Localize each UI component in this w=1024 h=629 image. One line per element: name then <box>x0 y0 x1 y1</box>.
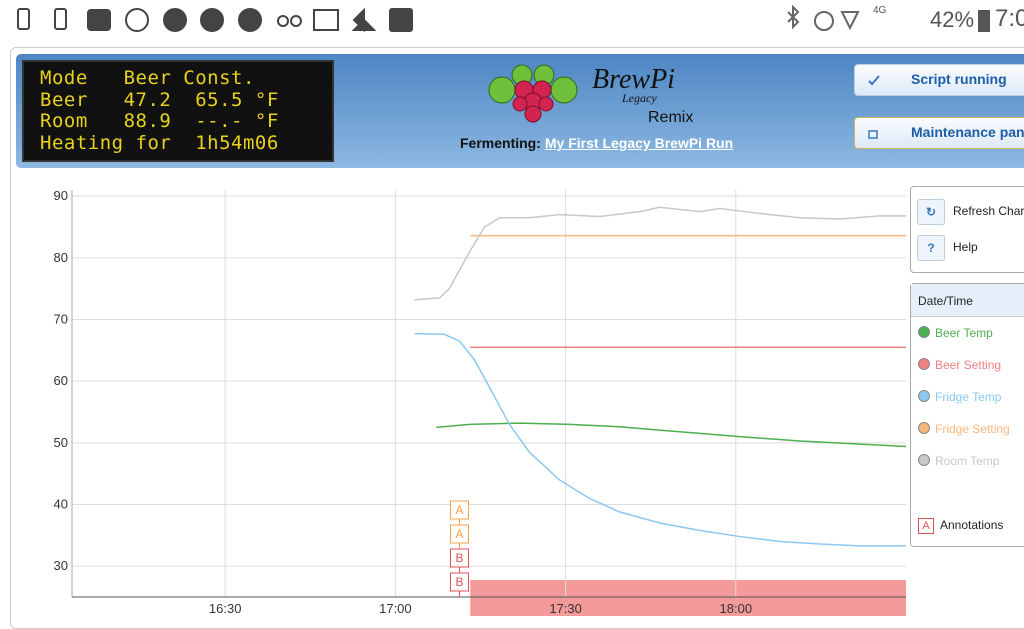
legend-swatch <box>918 390 930 402</box>
lcd-line: Mode Beer Const. <box>40 67 255 89</box>
annotation-label: B <box>455 575 463 589</box>
refresh-chart-button[interactable]: ↻ Refresh Chart <box>917 199 1024 225</box>
legend-entry[interactable]: Fridge Setting <box>918 422 1010 436</box>
legend-header <box>911 284 1024 317</box>
y-tick-label: 90 <box>54 188 68 203</box>
legend-entry[interactable]: Room Temp <box>918 454 999 468</box>
legend-entry[interactable]: Fridge Temp <box>918 390 1001 404</box>
notification-icons <box>17 7 413 33</box>
lcd-line: Room 88.9 --.- °F <box>40 110 279 132</box>
legend-entry[interactable]: Beer Temp <box>918 326 993 340</box>
script-status-button[interactable]: Script running <box>854 64 1024 96</box>
system-icons <box>787 4 860 31</box>
legend-header-label: Date/Time <box>918 294 973 308</box>
state-band <box>470 580 906 616</box>
y-tick-label: 60 <box>54 373 68 388</box>
fermenting-label: Fermenting: <box>460 135 541 151</box>
legend-label: Fridge Setting <box>935 422 1010 436</box>
series-line <box>414 332 906 547</box>
x-tick-label: 18:00 <box>720 601 753 616</box>
annotation-icon: A <box>918 518 934 534</box>
help-icon: ? <box>917 235 945 261</box>
annotation-box <box>449 500 469 520</box>
battery-icon <box>978 10 990 32</box>
x-tick-label: 17:00 <box>379 601 412 616</box>
legend-swatch <box>918 326 930 338</box>
legend-swatch <box>918 454 930 466</box>
legend-label: Room Temp <box>935 454 1000 468</box>
fermenting-info: Fermenting: My First Legacy BrewPi Run <box>460 135 733 151</box>
logo-subtitle: Legacy <box>621 91 657 105</box>
lcd-line: Heating for 1h54m06 <box>40 131 279 154</box>
y-tick-label: 80 <box>54 250 68 265</box>
window-icon <box>868 130 878 139</box>
series-line <box>414 206 906 301</box>
x-tick-label: 17:30 <box>549 601 582 616</box>
x-tick-label: 16:30 <box>209 601 242 616</box>
annotation-box <box>449 548 469 568</box>
button-label: Script running <box>911 71 1007 87</box>
annotations-toggle[interactable]: A Annotations <box>918 518 1003 534</box>
control-label: Help <box>953 240 978 255</box>
logo-edition: Remix <box>648 109 693 126</box>
annotation-label: A <box>455 527 463 541</box>
check-icon <box>868 75 880 86</box>
beer-name-link[interactable]: My First Legacy BrewPi Run <box>544 135 734 151</box>
help-button[interactable]: ? Help <box>917 235 978 261</box>
logo: BrewPi Legacy Remix <box>488 64 693 126</box>
status-bar: 4G 42% 7:0 <box>0 0 1024 42</box>
clock: 7:0 <box>995 5 1024 32</box>
legend-label: Fridge Temp <box>935 390 1002 404</box>
legend-entry[interactable]: Beer Setting <box>918 358 1001 372</box>
y-tick-label: 70 <box>54 312 68 327</box>
y-tick-label: 50 <box>54 435 68 450</box>
series-line <box>436 422 907 448</box>
annotation-label: A <box>455 503 463 517</box>
legend: Date/Time A Annotations Beer Temp Beer Set… <box>910 283 1024 547</box>
battery-level: 42% <box>930 7 975 32</box>
lcd-display: Mode Beer Const. Beer 47.2 65.5 °F Room … <box>22 60 334 162</box>
refresh-icon: ↻ <box>917 199 945 225</box>
logo-title: BrewPi <box>592 64 675 95</box>
annotation-box <box>449 572 469 592</box>
maintenance-button[interactable]: Maintenance pan <box>854 117 1024 149</box>
y-tick-label: 40 <box>54 497 68 512</box>
y-tick-label: 30 <box>54 558 68 573</box>
button-label: Maintenance pan <box>911 124 1024 140</box>
legend-label: Beer Temp <box>935 326 993 340</box>
control-label: Refresh Chart <box>953 204 1024 219</box>
network-type: 4G <box>873 5 887 16</box>
lcd-line: Beer 47.2 65.5 °F <box>40 88 279 111</box>
legend-swatch <box>918 358 930 370</box>
legend-label: Annotations <box>940 518 1004 532</box>
annotation-label: B <box>455 551 463 565</box>
chart-controls: ↻ Refresh Chart ? Help <box>910 186 1024 273</box>
annotation-box <box>449 524 469 544</box>
legend-label: Beer Setting <box>935 358 1002 372</box>
legend-swatch <box>918 422 930 434</box>
